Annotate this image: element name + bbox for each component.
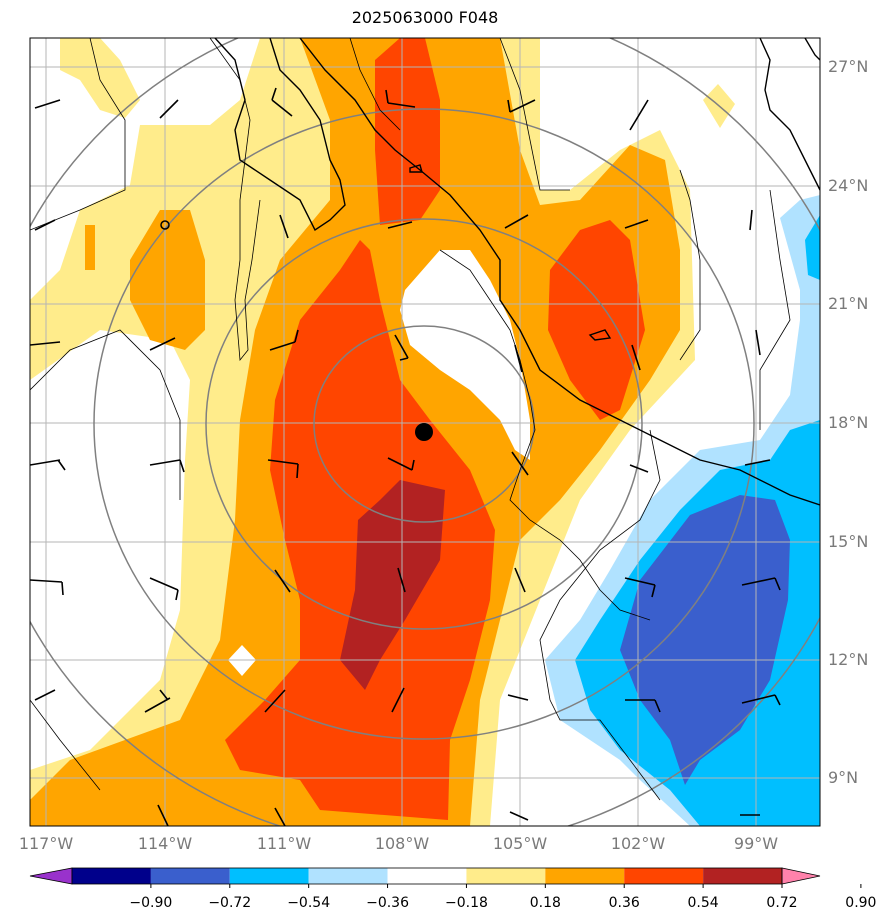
colorbar-tick-label: −0.36 (366, 895, 409, 911)
shading-royal-blue (620, 495, 790, 785)
colorbar-tick-label: 0.18 (529, 895, 561, 911)
colorbar-segment (229, 868, 309, 884)
lon-label: 99°W (733, 834, 779, 853)
colorbar-segment (545, 868, 625, 884)
colorbar-frame (71, 867, 783, 885)
coastlines (214, 38, 820, 506)
colorbar-tick-label: 0.90 (845, 895, 877, 911)
lat-label: 27°N (828, 57, 869, 76)
shading-white-hole (30, 250, 530, 730)
wind-barbs (30, 87, 781, 826)
lon-label: 105°W (492, 834, 548, 853)
lat-label: 15°N (828, 532, 869, 551)
colorbar-tick-label: 0.36 (608, 895, 640, 911)
map-title: 2025063000 F048 (351, 8, 499, 27)
lon-label: 102°W (610, 834, 666, 853)
lat-label: 21°N (828, 294, 869, 313)
lat-label: 24°N (828, 176, 869, 195)
lat-label: 12°N (828, 650, 869, 669)
lat-label: 18°N (828, 413, 869, 432)
colorbar-segment (150, 868, 230, 884)
colorbar-tick-label: 0.72 (766, 895, 798, 911)
colorbar-segment (703, 868, 782, 884)
state-borders (30, 38, 791, 801)
colorbar-segment (387, 868, 467, 884)
calm-wind-circle (160, 220, 170, 230)
lon-label: 108°W (374, 834, 430, 853)
lat-label: 9°N (828, 768, 859, 787)
colorbar-extend-high (781, 867, 821, 885)
lon-label: 111°W (256, 834, 312, 853)
colorbar-tick-label: −0.72 (208, 895, 252, 911)
colorbar-tick-label: 0.54 (687, 895, 719, 911)
plot-frame (29, 37, 821, 827)
storm-center-marker (415, 423, 433, 441)
colorbar (29, 867, 862, 888)
colorbar-tick-label: −0.90 (129, 895, 173, 911)
lon-label: 117°W (18, 834, 74, 853)
colorbar-segment (466, 868, 546, 884)
shading-dark-red (340, 480, 445, 690)
colorbar-segment (72, 868, 151, 884)
colorbar-segment (624, 868, 704, 884)
lon-label: 114°W (137, 834, 193, 853)
colorbar-tick-label: −0.18 (444, 895, 488, 911)
colorbar-extend-low (29, 867, 73, 885)
colorbar-tick-label: −0.54 (287, 895, 331, 911)
colorbar-segment (308, 868, 388, 884)
